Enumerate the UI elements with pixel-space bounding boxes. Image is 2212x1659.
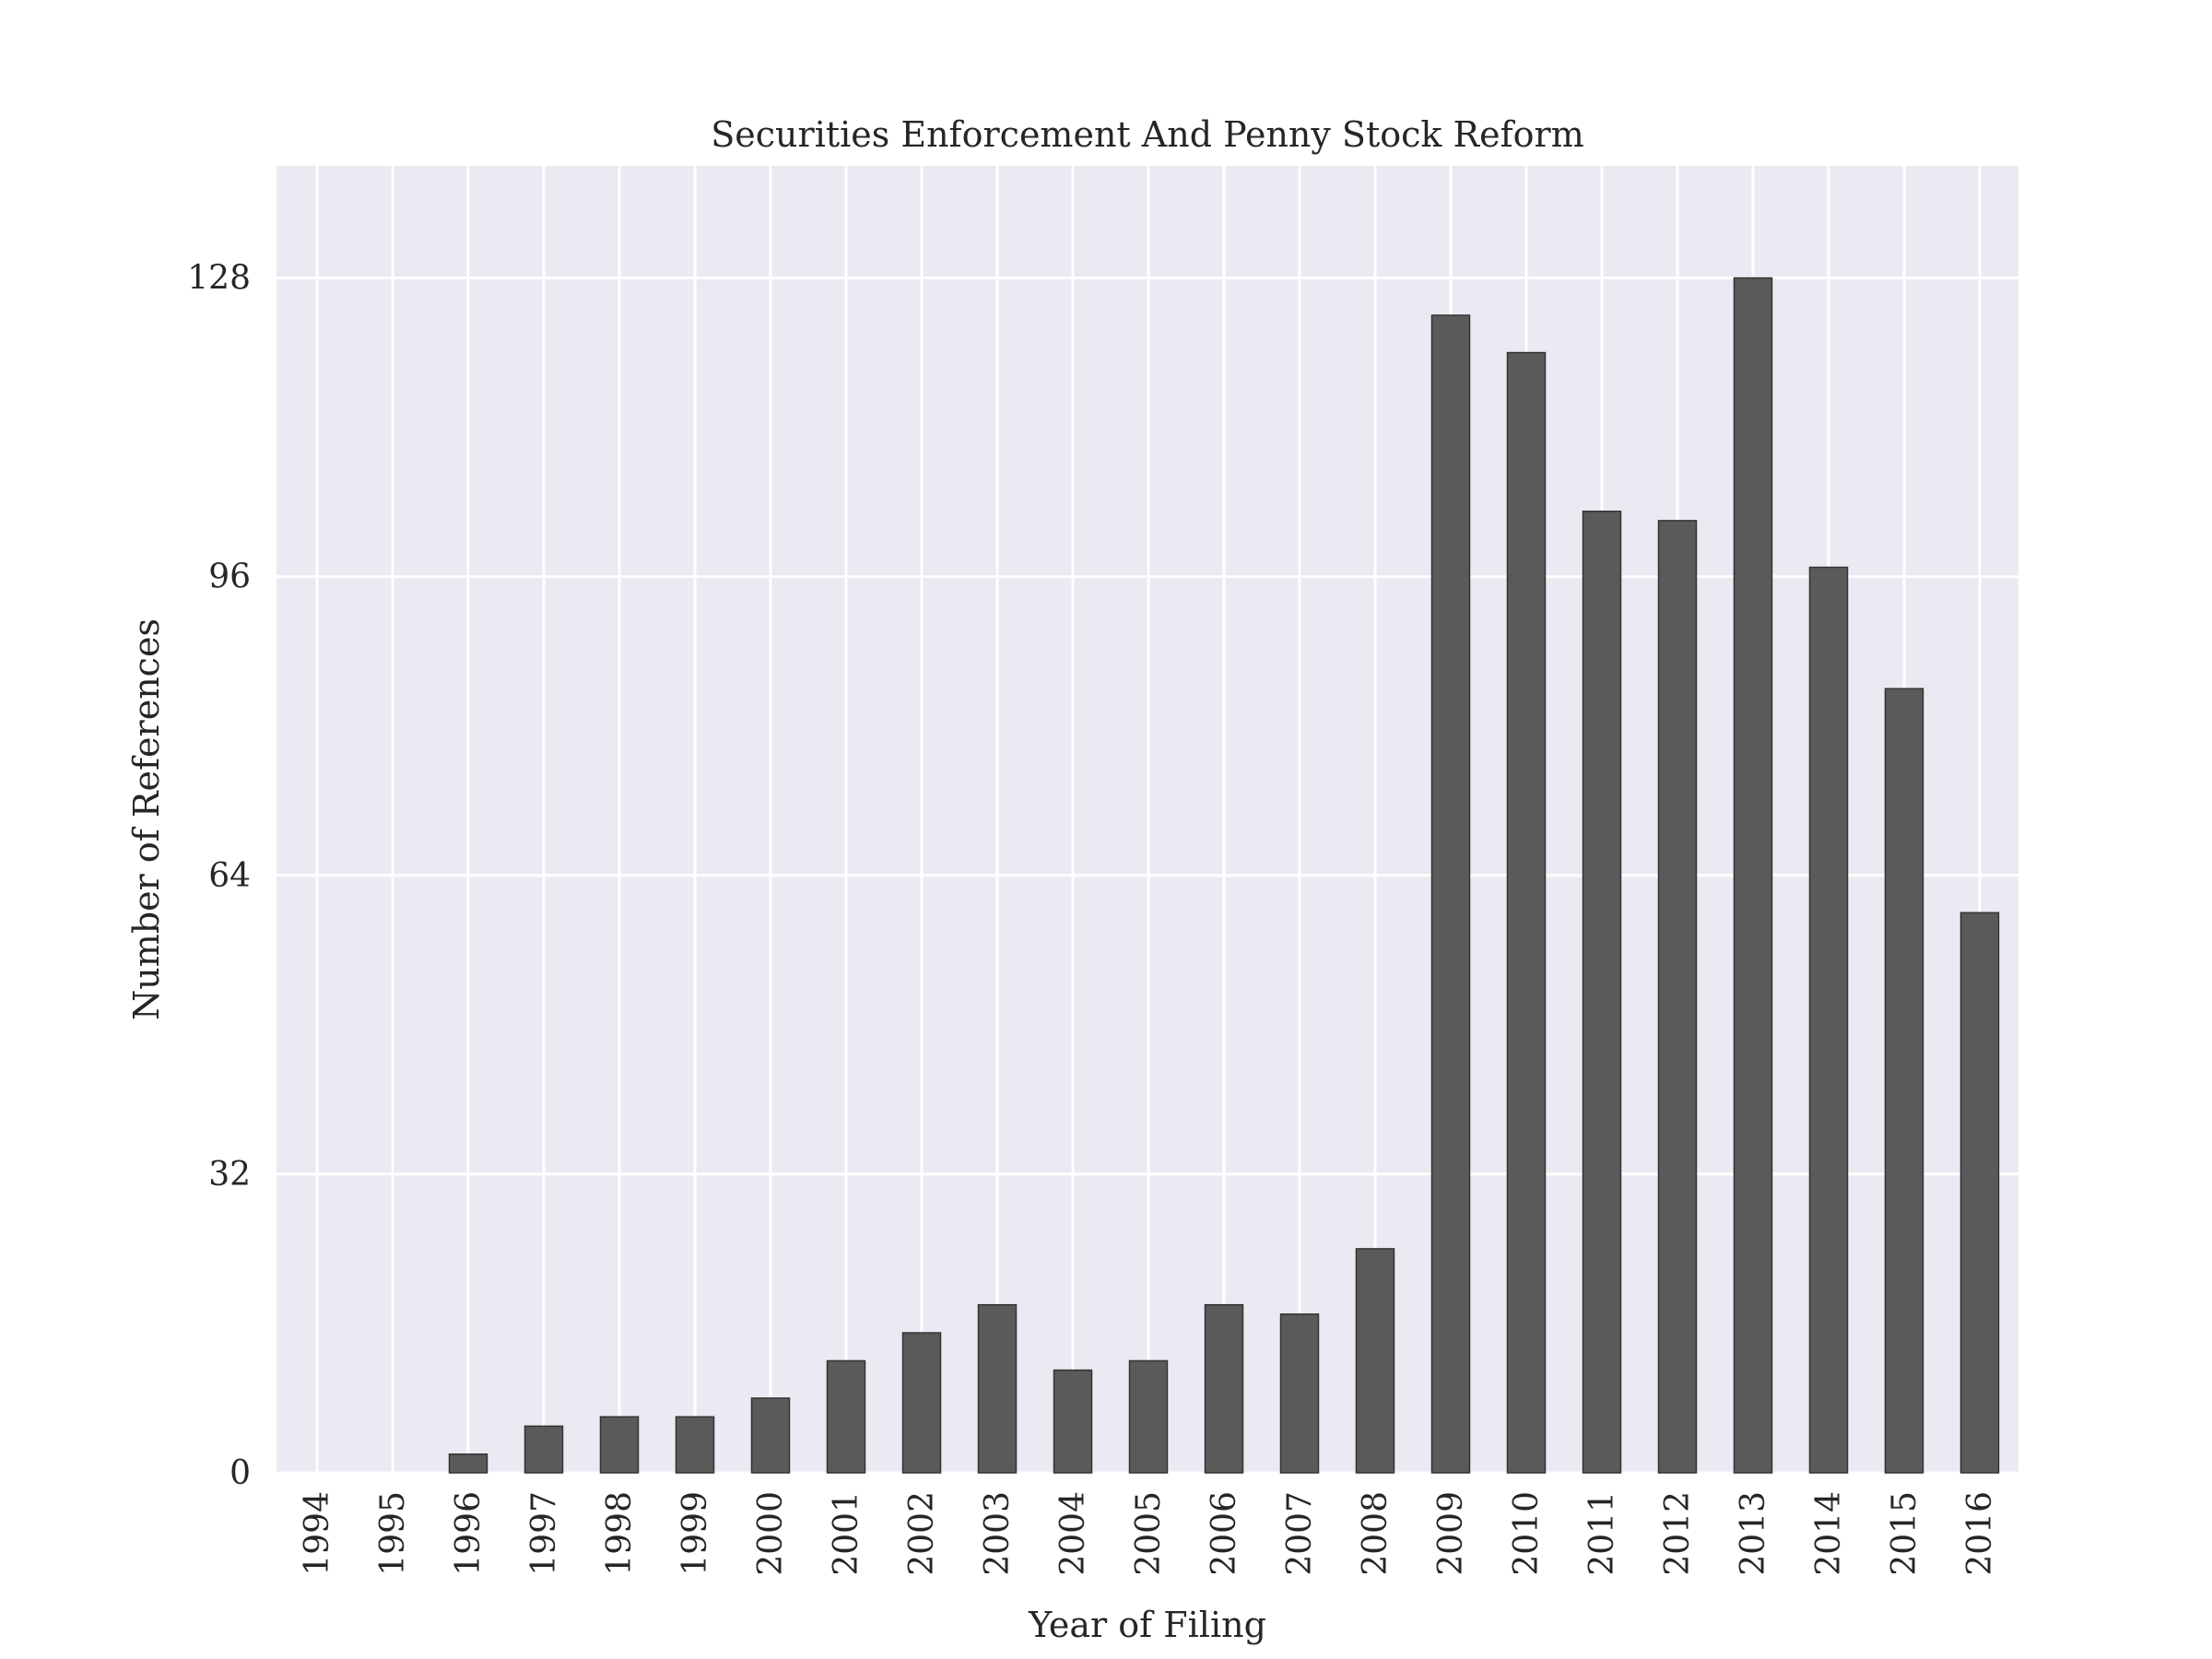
x-tick-label: 2003 bbox=[979, 1491, 1017, 1576]
chart-title: Securities Enforcement And Penny Stock R… bbox=[711, 114, 1584, 155]
x-tick-label: 2006 bbox=[1206, 1491, 1243, 1576]
bar-2013 bbox=[1733, 276, 1773, 1474]
y-tick-label: 32 bbox=[208, 1156, 251, 1194]
y-axis-label: Number of References bbox=[126, 618, 167, 1020]
x-tick-label: 2008 bbox=[1357, 1491, 1394, 1576]
x-tick-label: 2007 bbox=[1281, 1491, 1319, 1576]
bar-2012 bbox=[1657, 520, 1698, 1474]
x-tick-label: 2002 bbox=[903, 1491, 941, 1576]
bar-2005 bbox=[1128, 1359, 1169, 1474]
x-tick-label: 2012 bbox=[1659, 1491, 1697, 1576]
x-tick-label: 1996 bbox=[450, 1491, 488, 1576]
x-tick-label: 2005 bbox=[1130, 1491, 1168, 1576]
bar-2010 bbox=[1506, 351, 1547, 1474]
bar-2004 bbox=[1053, 1369, 1093, 1474]
bar-2011 bbox=[1582, 511, 1622, 1474]
bar-2014 bbox=[1808, 566, 1849, 1474]
bar-2007 bbox=[1279, 1313, 1320, 1474]
x-tick-label: 2001 bbox=[828, 1491, 865, 1576]
x-tick-label: 1999 bbox=[677, 1491, 714, 1576]
bar-2008 bbox=[1355, 1248, 1395, 1474]
y-tick-label: 0 bbox=[229, 1454, 251, 1492]
y-tick-label: 128 bbox=[187, 260, 251, 298]
bars bbox=[448, 276, 2000, 1474]
tick-labels: 0 32 64 96 128 1994 1995 1996 1997 1998 1999 2000 20… bbox=[187, 260, 1999, 1576]
x-tick-label: 1995 bbox=[374, 1491, 412, 1576]
x-tick-label: 2000 bbox=[752, 1491, 790, 1576]
x-tick-label: 2009 bbox=[1432, 1491, 1470, 1576]
bar-2000 bbox=[750, 1397, 791, 1474]
x-tick-label: 1998 bbox=[601, 1491, 639, 1576]
bar-1997 bbox=[524, 1425, 564, 1474]
bar-2002 bbox=[901, 1332, 942, 1474]
x-tick-label: 2010 bbox=[1508, 1491, 1546, 1576]
x-tick-label: 2015 bbox=[1886, 1491, 1924, 1576]
bar-2001 bbox=[826, 1359, 866, 1474]
x-tick-label: 2016 bbox=[1961, 1491, 1999, 1576]
bar-2009 bbox=[1430, 314, 1471, 1474]
bar-1996 bbox=[448, 1453, 488, 1474]
x-tick-label: 2011 bbox=[1583, 1491, 1621, 1576]
x-axis-label: Year of Filing bbox=[1028, 1605, 1266, 1645]
x-tick-label: 2013 bbox=[1735, 1491, 1772, 1576]
x-tick-label: 1994 bbox=[299, 1491, 336, 1576]
bar-1999 bbox=[675, 1416, 715, 1474]
bar-2015 bbox=[1884, 688, 1924, 1474]
bar-2003 bbox=[977, 1303, 1018, 1474]
y-tick-label: 96 bbox=[208, 559, 251, 596]
x-tick-label: 1997 bbox=[525, 1491, 563, 1576]
bar-1998 bbox=[599, 1416, 640, 1474]
x-tick-label: 2004 bbox=[1054, 1491, 1092, 1576]
bar-2006 bbox=[1204, 1303, 1244, 1474]
bar-2016 bbox=[1959, 912, 2000, 1474]
x-tick-label: 2014 bbox=[1810, 1491, 1848, 1576]
y-tick-label: 64 bbox=[208, 857, 251, 895]
